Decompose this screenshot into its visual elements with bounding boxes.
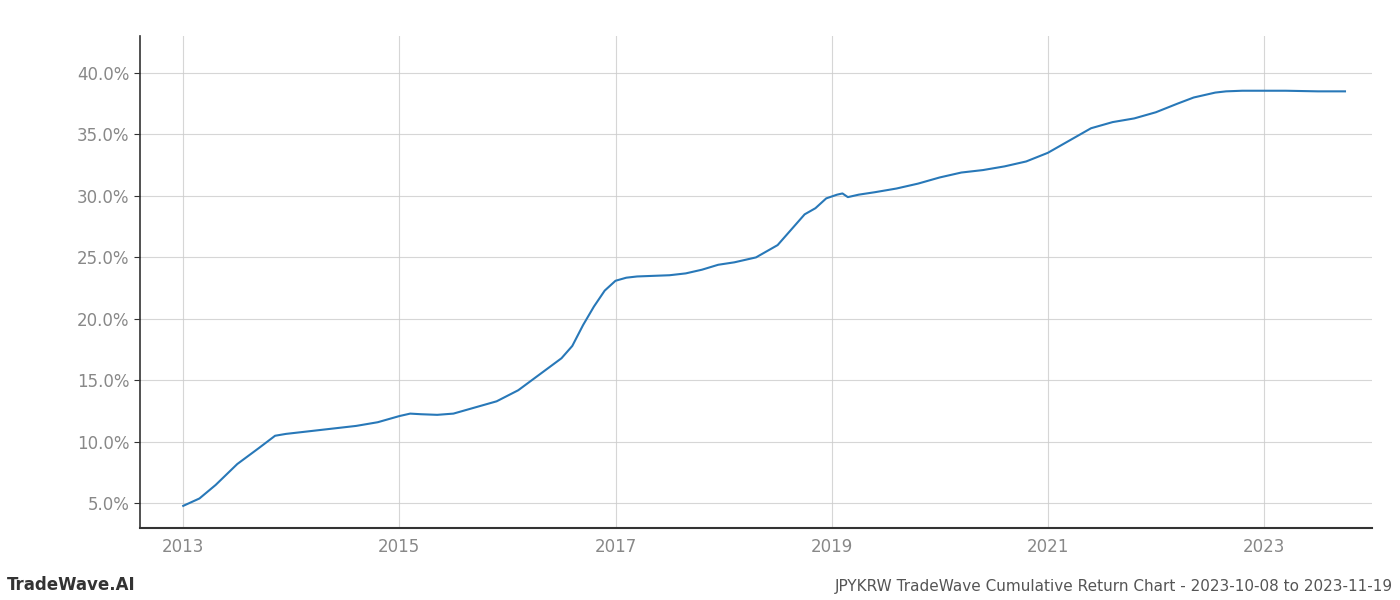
Text: JPYKRW TradeWave Cumulative Return Chart - 2023-10-08 to 2023-11-19: JPYKRW TradeWave Cumulative Return Chart… [834, 579, 1393, 594]
Text: TradeWave.AI: TradeWave.AI [7, 576, 136, 594]
